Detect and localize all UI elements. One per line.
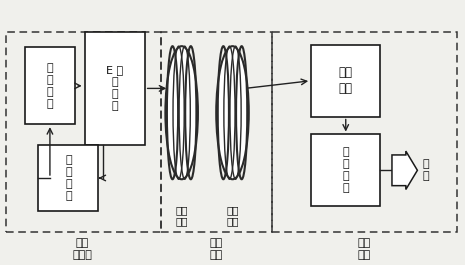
Bar <box>25 47 75 124</box>
Bar <box>311 45 380 117</box>
Text: E 类
功
放
器: E 类 功 放 器 <box>106 65 123 111</box>
Text: 发射
模块。: 发射 模块。 <box>73 238 92 260</box>
Bar <box>272 32 457 232</box>
Bar <box>85 32 145 145</box>
Text: 输
出: 输 出 <box>422 160 429 181</box>
Text: 传输
模块: 传输 模块 <box>210 238 223 260</box>
Ellipse shape <box>216 46 249 179</box>
Ellipse shape <box>166 46 198 179</box>
Polygon shape <box>392 151 418 189</box>
Text: 前级
绕组: 前级 绕组 <box>175 205 188 227</box>
Bar <box>311 134 380 206</box>
Bar <box>6 32 161 232</box>
Text: 后级
绕组: 后级 绕组 <box>226 205 239 227</box>
Bar <box>39 145 99 211</box>
Text: 控
制
电
路: 控 制 电 路 <box>342 147 349 193</box>
Text: 整流
稳压: 整流 稳压 <box>339 67 353 95</box>
Text: 驱
动
电
路: 驱 动 电 路 <box>46 63 53 109</box>
Text: 接收
模块: 接收 模块 <box>358 238 371 260</box>
Text: 反
馈
通
道: 反 馈 通 道 <box>65 155 72 201</box>
Bar <box>161 32 272 232</box>
